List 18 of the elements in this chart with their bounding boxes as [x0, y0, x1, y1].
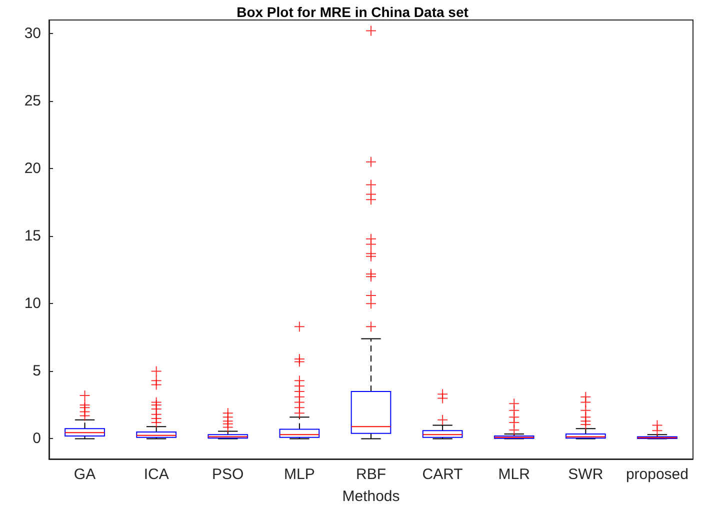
y-tick-label: 5	[32, 362, 41, 380]
y-tick-label: 25	[24, 92, 41, 110]
x-tick-label: CART	[422, 466, 463, 483]
x-tick-label: SWR	[568, 466, 604, 483]
x-tick-label: MLP	[284, 466, 315, 483]
y-tick-label: 30	[24, 25, 41, 42]
x-tick-label: RBF	[356, 466, 386, 483]
chart-title: Box Plot for MRE in China Data set	[236, 4, 469, 20]
x-axis-title: Methods	[342, 488, 400, 505]
y-tick-label: 15	[24, 228, 41, 245]
x-tick-label: ICA	[144, 466, 169, 483]
y-tick-label: 20	[24, 160, 41, 178]
y-tick-label: 0	[32, 430, 41, 448]
x-tick-label: proposed	[626, 466, 689, 483]
x-tick-label: GA	[74, 466, 96, 483]
x-tick-label: PSO	[212, 466, 244, 483]
y-tick-label: 10	[24, 295, 41, 312]
x-tick-label: MLR	[498, 466, 530, 483]
